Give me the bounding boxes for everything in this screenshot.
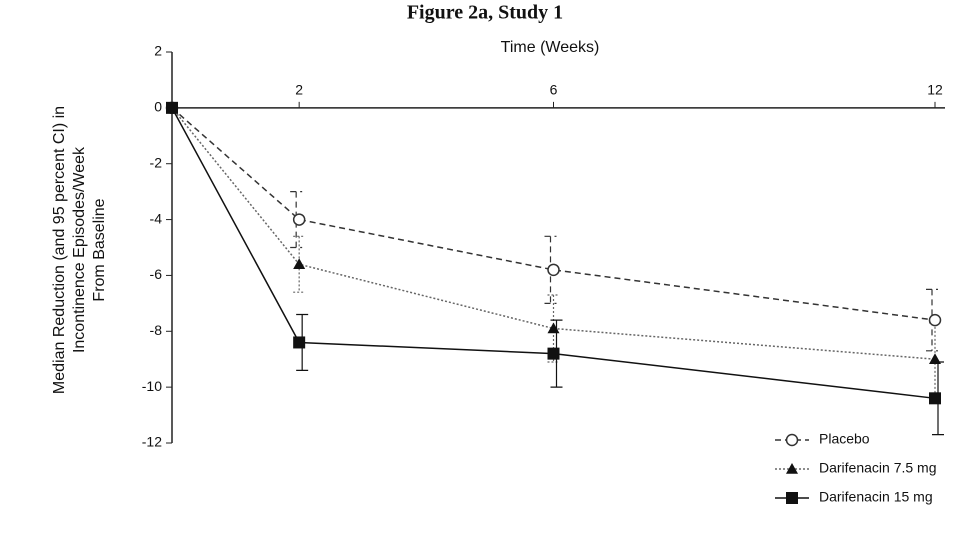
- y-tick-label: -8: [150, 322, 163, 338]
- chart-title: Figure 2a, Study 1: [407, 2, 563, 24]
- y-tick-label: 0: [154, 99, 162, 115]
- marker: [547, 263, 560, 277]
- marker: [166, 101, 178, 114]
- marker: [929, 392, 941, 405]
- marker: [786, 463, 798, 474]
- series-line: [171, 107, 936, 321]
- y-tick-label: 2: [154, 43, 162, 59]
- y-axis-label-line: Median Reduction (and 95 percent CI) in: [51, 106, 68, 394]
- x-tick-label: 2: [295, 82, 303, 98]
- legend-label: Placebo: [819, 431, 870, 447]
- y-axis-label-line: Incontinence Episodes/Week: [71, 146, 88, 353]
- error-bar: [290, 191, 303, 249]
- marker: [547, 322, 560, 334]
- error-bar: [293, 235, 306, 293]
- y-tick-label: -12: [142, 434, 162, 450]
- marker: [785, 433, 799, 447]
- y-tick-label: -4: [150, 210, 163, 226]
- legend-item: Darifenacin 7.5 mg: [775, 460, 937, 476]
- series-line: [171, 107, 936, 360]
- legend-label: Darifenacin 15 mg: [819, 489, 933, 505]
- marker: [293, 336, 306, 349]
- y-tick-label: -2: [150, 154, 163, 170]
- marker: [292, 213, 306, 226]
- legend-label: Darifenacin 7.5 mg: [819, 460, 937, 476]
- y-axis-label-line: From Baseline: [91, 198, 108, 301]
- legend-item: Placebo: [775, 431, 870, 447]
- x-tick-label: 12: [927, 82, 943, 98]
- y-axis-label: Median Reduction (and 95 percent CI) in …: [51, 106, 108, 394]
- y-tick-label: -10: [142, 378, 162, 394]
- marker: [929, 353, 941, 365]
- legend-item: Darifenacin 15 mg: [775, 489, 933, 505]
- marker: [293, 258, 306, 270]
- marker: [786, 492, 798, 504]
- x-axis-label: Time (Weeks): [501, 39, 600, 56]
- y-tick-label: -6: [150, 266, 163, 282]
- marker: [928, 313, 942, 327]
- x-tick-label: 6: [550, 82, 558, 98]
- marker: [547, 347, 560, 360]
- series-line: [171, 107, 936, 400]
